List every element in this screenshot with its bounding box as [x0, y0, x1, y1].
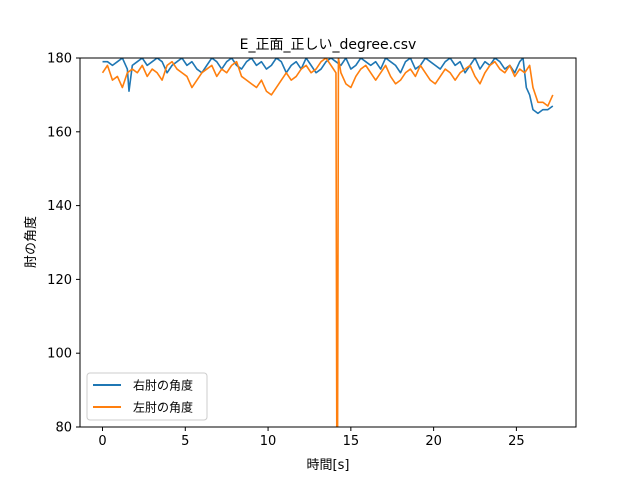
- y-axis-label: 肘の角度: [23, 216, 39, 268]
- legend: 右肘の角度 左肘の角度: [86, 372, 208, 421]
- x-tick-label: 10: [260, 434, 277, 449]
- y-tick-label: 140: [47, 199, 72, 214]
- x-tick-label: 25: [508, 434, 525, 449]
- series-layer: [101, 58, 554, 427]
- x-axis-label: 時間[s]: [307, 458, 350, 473]
- x-tick-label: 20: [425, 434, 442, 449]
- plot-area-frame: [79, 57, 577, 428]
- series-line-right-elbow: [102, 58, 554, 115]
- x-tick-label: 15: [343, 434, 360, 449]
- y-axis-ticks: 80 100 120 140 160 180: [47, 52, 80, 436]
- y-tick-label: 180: [47, 52, 72, 67]
- series-line-left-elbow: [101, 58, 554, 427]
- x-tick-label: 0: [98, 434, 106, 449]
- y-tick-label: 80: [55, 421, 72, 436]
- x-tick-label: 5: [181, 434, 189, 449]
- y-tick-label: 100: [47, 347, 72, 362]
- y-tick-label: 160: [47, 125, 72, 140]
- x-axis-ticks: 0 5 10 15 20 25: [98, 427, 525, 449]
- chart-title: E_正面_正しい_degree.csv: [240, 37, 417, 53]
- y-tick-label: 120: [47, 273, 72, 288]
- legend-label-left: 左肘の角度: [133, 400, 193, 415]
- legend-label-right: 右肘の角度: [133, 378, 193, 393]
